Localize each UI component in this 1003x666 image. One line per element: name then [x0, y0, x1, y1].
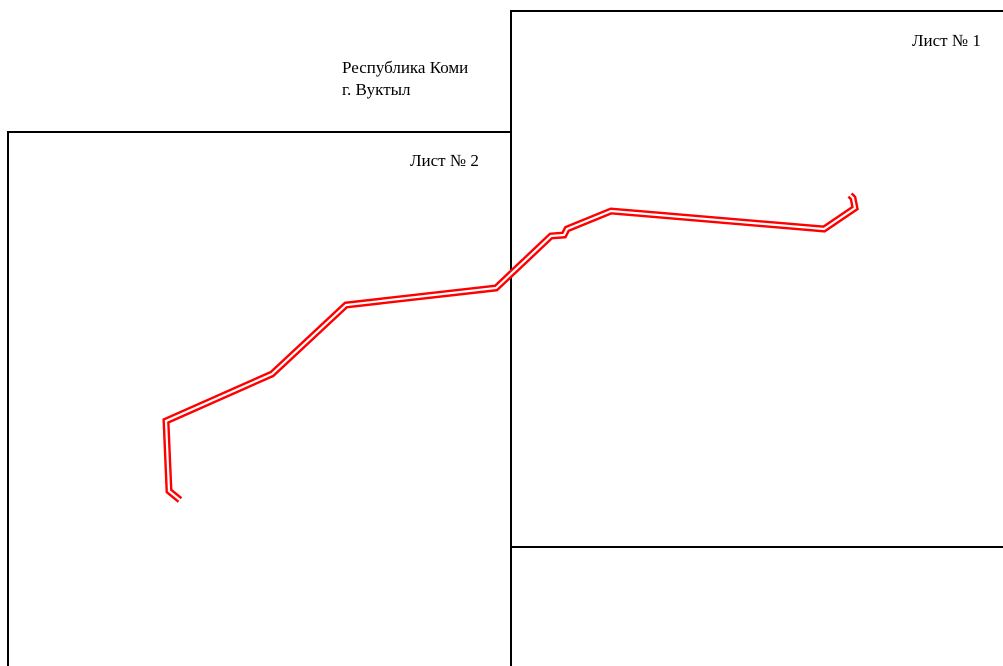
sheet-1-frame: [510, 10, 1003, 548]
route-inner: [164, 194, 857, 501]
sheet-1-label: Лист № 1: [912, 31, 981, 50]
city-name: г. Вуктыл: [342, 80, 411, 99]
sheet-2-frame: [7, 131, 512, 666]
sheet-2-label: Лист № 2: [410, 151, 479, 170]
region-label: Республика Коми г. Вуктыл: [342, 57, 468, 101]
route-line: [162, 192, 859, 503]
region-name: Республика Коми: [342, 58, 469, 77]
